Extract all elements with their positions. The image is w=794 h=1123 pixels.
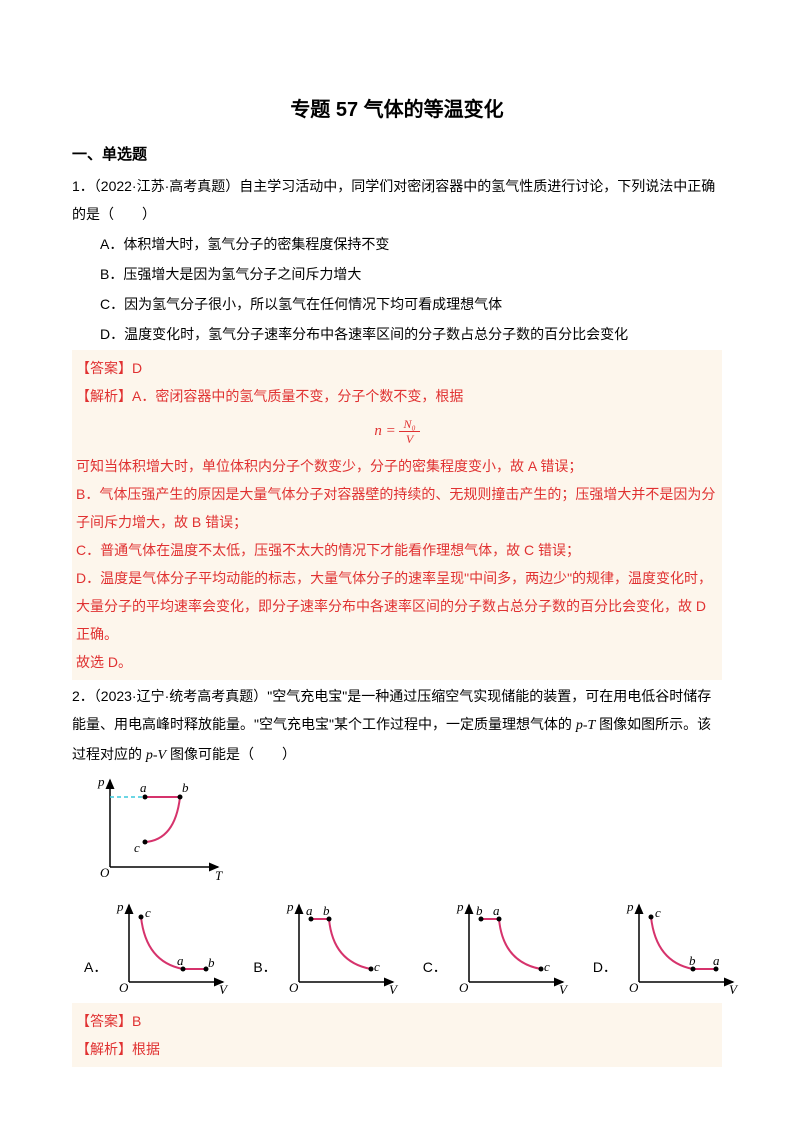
q2-pt-graph: p T O a b c bbox=[90, 772, 230, 891]
q2-opt-d-label: D． bbox=[593, 953, 617, 981]
pt-c: c bbox=[134, 840, 140, 855]
a-b: b bbox=[208, 955, 215, 970]
q2-opt-a-label: A． bbox=[84, 953, 107, 981]
q2-explain: 【解析】根据 bbox=[76, 1035, 718, 1063]
q1-choice-a: A．体积增大时，氢气分子的密集程度保持不变 bbox=[72, 230, 722, 258]
d-p: p bbox=[626, 899, 634, 914]
b-p: p bbox=[286, 899, 294, 914]
page-title: 专题 57 气体的等温变化 bbox=[72, 90, 722, 130]
q1-explain-a-intro: 【解析】A．密闭容器中的氢气质量不变，分子个数不变，根据 bbox=[76, 382, 718, 410]
q1-pick: 故选 D。 bbox=[76, 648, 718, 676]
pt-graph-svg: p T O a b c bbox=[90, 772, 230, 882]
opt-c-graph: p V O b a c bbox=[451, 897, 571, 997]
q2-opt-c-wrap: C． p V O b a c bbox=[411, 897, 571, 997]
q2-options-row: A． p V O c a b B． p bbox=[72, 897, 722, 997]
section-header: 一、单选题 bbox=[72, 140, 722, 170]
q2-opt-b-wrap: B． p V O a b c bbox=[241, 897, 400, 997]
b-v: V bbox=[389, 982, 399, 997]
formula-n: n bbox=[374, 423, 382, 439]
d-b: b bbox=[689, 953, 696, 968]
q2-pv: p-V bbox=[146, 748, 166, 763]
q2-stem-3: 图像可能是（ ） bbox=[166, 746, 296, 762]
q2-opt-b-label: B． bbox=[253, 953, 276, 981]
b-a: a bbox=[306, 903, 313, 918]
q1-explain-d: D．温度是气体分子平均动能的标志，大量气体分子的速率呈现"中间多，两边少"的规律… bbox=[76, 564, 718, 648]
opt-d-graph: p V O c b a bbox=[621, 897, 741, 997]
equals-sign: = bbox=[386, 423, 400, 439]
formula-num: N₀ bbox=[399, 417, 419, 432]
q1-choice-d: D．温度变化时，氢气分子速率分布中各速率区间的分子数占总分子数的百分比会变化 bbox=[72, 320, 722, 348]
d-c: c bbox=[655, 905, 661, 920]
q1-formula: n = N₀ V bbox=[76, 416, 718, 446]
q1-choice-c: C．因为氢气分子很小，所以氢气在任何情况下均可看成理想气体 bbox=[72, 290, 722, 318]
q2-pt: p-T bbox=[576, 718, 595, 733]
q2-answer: 【答案】B bbox=[76, 1007, 718, 1035]
c-o: O bbox=[459, 980, 469, 995]
q2-opt-a-wrap: A． p V O c a b bbox=[72, 897, 231, 997]
q1-choice-b: B．压强增大是因为氢气分子之间斥力增大 bbox=[72, 260, 722, 288]
axis-o: O bbox=[100, 865, 110, 880]
q1-answer: 【答案】D bbox=[76, 354, 718, 382]
c-v: V bbox=[559, 982, 569, 997]
c-p: p bbox=[456, 899, 464, 914]
axis-t: T bbox=[215, 868, 223, 882]
q2-opt-d-wrap: D． p V O c b a bbox=[581, 897, 741, 997]
fraction: N₀ V bbox=[399, 417, 419, 447]
a-v: V bbox=[219, 982, 229, 997]
b-o: O bbox=[289, 980, 299, 995]
pt-a: a bbox=[140, 780, 147, 795]
pt-b: b bbox=[182, 780, 189, 795]
c-c: c bbox=[544, 959, 550, 974]
b-b: b bbox=[323, 903, 330, 918]
axis-p: p bbox=[97, 774, 105, 789]
a-o: O bbox=[119, 980, 129, 995]
q1-answer-block: 【答案】D 【解析】A．密闭容器中的氢气质量不变，分子个数不变，根据 n = N… bbox=[72, 350, 722, 680]
d-o: O bbox=[629, 980, 639, 995]
b-c: c bbox=[374, 959, 380, 974]
q2-opt-c-label: C． bbox=[423, 953, 447, 981]
opt-b-graph: p V O a b c bbox=[281, 897, 401, 997]
q1-explain-c: C．普通气体在温度不太低，压强不太大的情况下才能看作理想气体，故 C 错误； bbox=[76, 536, 718, 564]
c-b: b bbox=[476, 903, 483, 918]
q2-stem: 2．（2023·辽宁·统考高考真题）"空气充电宝"是一种通过压缩空气实现储能的装… bbox=[72, 682, 722, 770]
q1-explain-b: B．气体压强产生的原因是大量气体分子对容器壁的持续的、无规则撞击产生的；压强增大… bbox=[76, 480, 718, 536]
a-a: a bbox=[177, 953, 184, 968]
formula-den: V bbox=[399, 432, 419, 446]
d-v: V bbox=[729, 982, 739, 997]
q1-explain-a: 可知当体积增大时，单位体积内分子个数变少，分子的密集程度变小，故 A 错误； bbox=[76, 452, 718, 480]
q1-stem: 1．（2022·江苏·高考真题）自主学习活动中，同学们对密闭容器中的氢气性质进行… bbox=[72, 172, 722, 228]
a-c: c bbox=[145, 905, 151, 920]
opt-a-graph: p V O c a b bbox=[111, 897, 231, 997]
a-p: p bbox=[116, 899, 124, 914]
q2-answer-block: 【答案】B 【解析】根据 bbox=[72, 1003, 722, 1067]
c-a: a bbox=[493, 903, 500, 918]
d-a: a bbox=[713, 953, 720, 968]
